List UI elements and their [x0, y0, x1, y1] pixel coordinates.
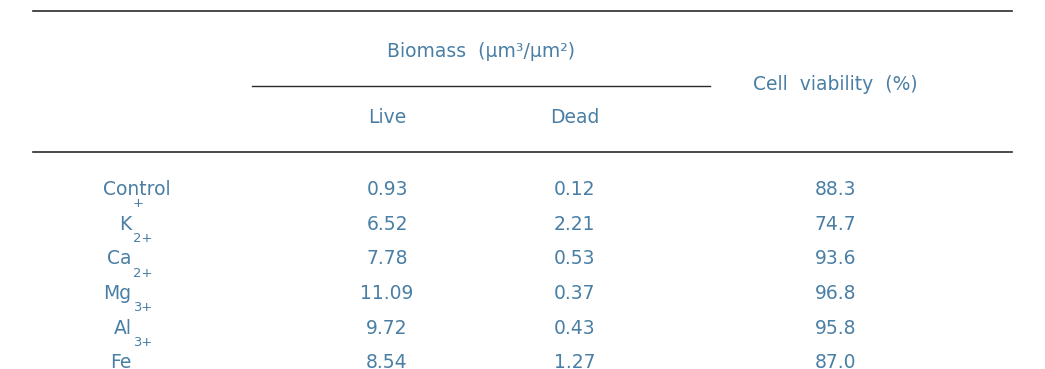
Text: Control: Control — [103, 180, 170, 199]
Text: 9.72: 9.72 — [366, 318, 408, 338]
Text: 87.0: 87.0 — [814, 353, 856, 369]
Text: 11.09: 11.09 — [361, 284, 414, 303]
Text: 95.8: 95.8 — [814, 318, 856, 338]
Text: 0.37: 0.37 — [554, 284, 596, 303]
Text: 3+: 3+ — [133, 301, 152, 314]
Text: 74.7: 74.7 — [814, 215, 856, 234]
Text: 2+: 2+ — [133, 232, 153, 245]
Text: Live: Live — [368, 108, 407, 127]
Text: Ca: Ca — [108, 249, 132, 269]
Text: 3+: 3+ — [133, 336, 152, 349]
Text: 0.12: 0.12 — [554, 180, 596, 199]
Text: 2.21: 2.21 — [554, 215, 596, 234]
Text: Fe: Fe — [111, 353, 132, 369]
Text: 88.3: 88.3 — [814, 180, 856, 199]
Text: 7.78: 7.78 — [366, 249, 408, 269]
Text: 0.43: 0.43 — [554, 318, 596, 338]
Text: Mg: Mg — [103, 284, 132, 303]
Text: +: + — [133, 197, 144, 210]
Text: 96.8: 96.8 — [814, 284, 856, 303]
Text: 2+: 2+ — [133, 266, 153, 280]
Text: Cell  viability  (%): Cell viability (%) — [752, 75, 918, 94]
Text: K: K — [119, 215, 132, 234]
Text: 1.27: 1.27 — [554, 353, 596, 369]
Text: 93.6: 93.6 — [814, 249, 856, 269]
Text: 0.53: 0.53 — [554, 249, 596, 269]
Text: 6.52: 6.52 — [366, 215, 408, 234]
Text: 8.54: 8.54 — [366, 353, 408, 369]
Text: Biomass  (μm³/μm²): Biomass (μm³/μm²) — [387, 42, 575, 61]
Text: Al: Al — [114, 318, 132, 338]
Text: 0.93: 0.93 — [366, 180, 408, 199]
Text: Dead: Dead — [550, 108, 599, 127]
